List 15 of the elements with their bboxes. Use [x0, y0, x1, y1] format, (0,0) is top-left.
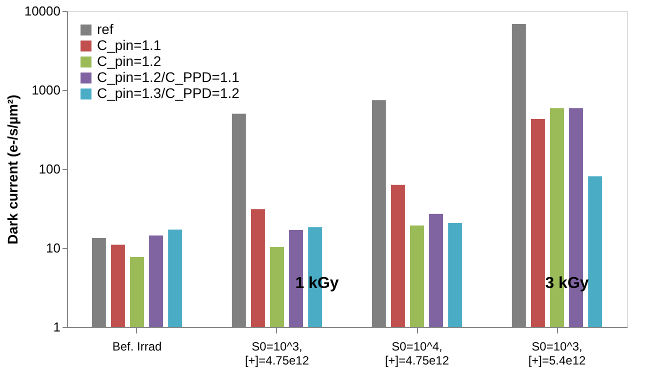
legend-label: ref [97, 21, 114, 37]
y-axis-title: Dark current (e-/s/µm²) [4, 94, 20, 244]
y-tick-label: 10 [46, 240, 60, 256]
y-tick-label: 100 [38, 162, 60, 176]
y-tick-label: 10000 [24, 4, 60, 18]
legend-label: C_pin=1.3/C_PPD=1.2 [97, 85, 240, 101]
legend-label: C_pin=1.1 [97, 37, 162, 53]
x-tick-label: S0=10^4, [+]=4.75e12 [384, 340, 450, 368]
x-tick-label: S0=10^3, [+]=5.4e12 [528, 340, 586, 368]
x-tick-label: S0=10^3, [+]=4.75e12 [244, 340, 310, 368]
legend-label: C_pin=1.2 [97, 53, 162, 69]
legend-label: C_pin=1.2/C_PPD=1.1 [97, 69, 240, 85]
y-tick-label: 1000 [32, 82, 60, 98]
y-tick-label: 1 [53, 320, 60, 334]
x-tick-label: Bef. Irrad [112, 340, 162, 354]
